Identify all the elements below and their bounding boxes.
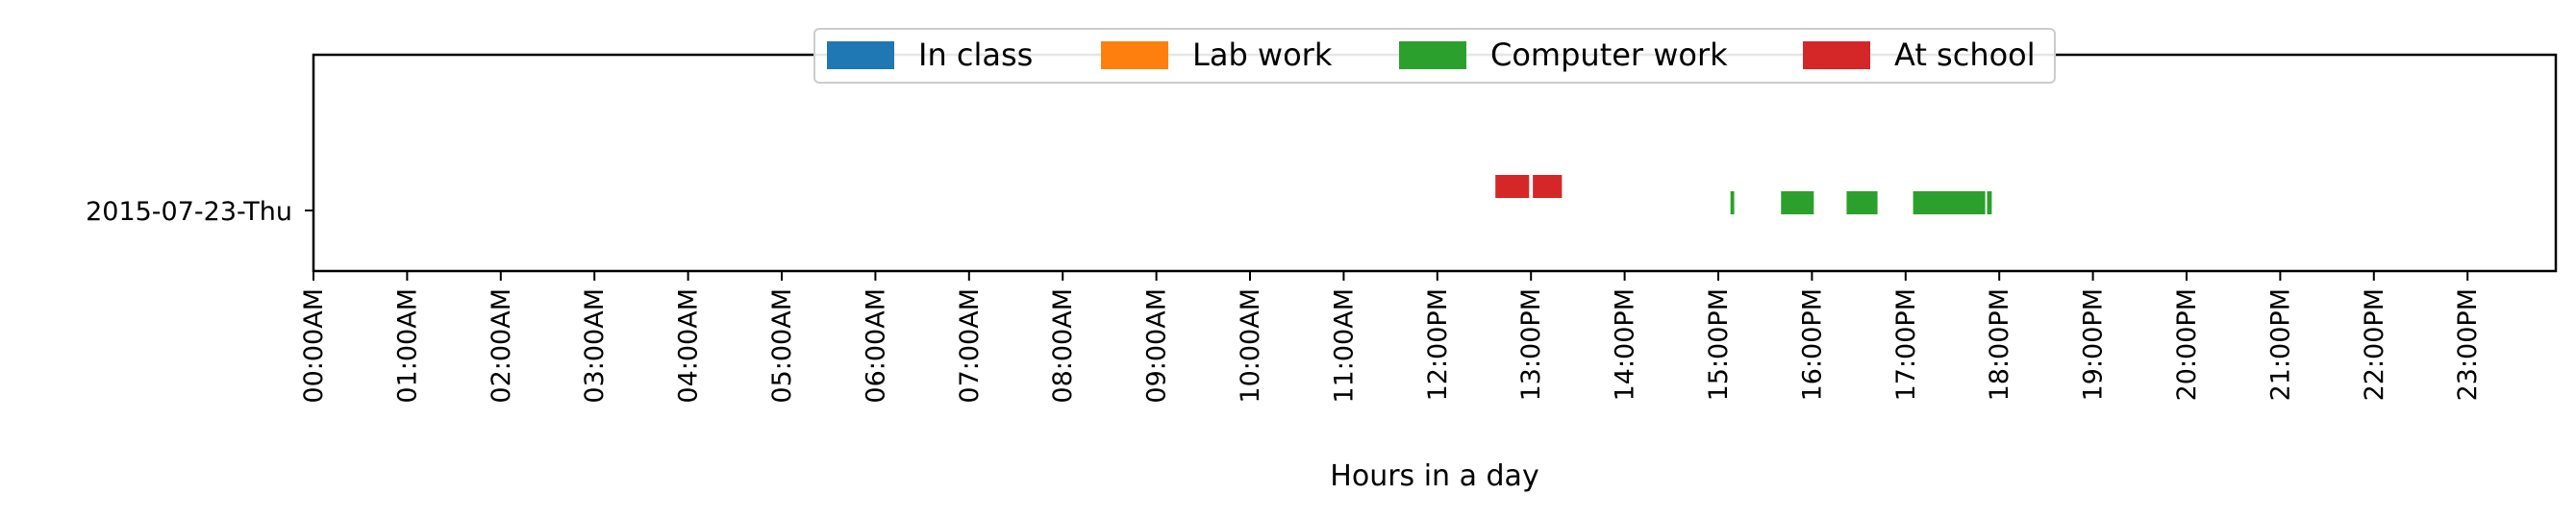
x-tick-label: 14:00PM bbox=[1611, 288, 1640, 401]
x-axis: 00:00AM 01:00AM 02:00AM 03:00AM 04:00AM 05:00… bbox=[299, 271, 2483, 404]
at-school-bar bbox=[1495, 175, 1530, 198]
legend-swatch-at-school bbox=[1803, 41, 1870, 69]
x-tick-label: 16:00PM bbox=[1797, 288, 1827, 401]
x-axis-label: Hours in a day bbox=[1330, 459, 1538, 493]
x-tick-label: 12:00PM bbox=[1423, 288, 1453, 401]
legend-swatch-lab-work bbox=[1101, 41, 1168, 69]
at-school-bar bbox=[1533, 175, 1563, 198]
x-tick-label: 21:00PM bbox=[2265, 288, 2295, 401]
x-tick-label: 19:00PM bbox=[2079, 288, 2109, 401]
x-tick-label: 01:00AM bbox=[392, 288, 422, 404]
computer-work-bar bbox=[1730, 191, 1735, 214]
x-tick-label: 00:00AM bbox=[299, 288, 329, 404]
legend-label-lab-work: Lab work bbox=[1192, 37, 1333, 73]
legend-label-computer-work: Computer work bbox=[1490, 37, 1728, 73]
computer-work-bar bbox=[1913, 191, 1986, 214]
legend-swatch-in-class bbox=[827, 41, 894, 69]
x-tick-label: 10:00AM bbox=[1236, 288, 1265, 404]
x-tick-label: 07:00AM bbox=[955, 288, 985, 404]
y-tick-label: 2015-07-23-Thu bbox=[86, 197, 292, 227]
x-tick-label: 17:00PM bbox=[1891, 288, 1921, 401]
x-tick-label: 22:00PM bbox=[2360, 288, 2389, 401]
x-tick-label: 15:00PM bbox=[1704, 288, 1734, 401]
x-tick-label: 23:00PM bbox=[2453, 288, 2483, 401]
computer-work-bar bbox=[1781, 191, 1814, 214]
legend-label-in-class: In class bbox=[918, 37, 1033, 73]
x-tick-label: 18:00PM bbox=[1985, 288, 2014, 401]
x-tick-label: 06:00AM bbox=[861, 288, 890, 404]
x-tick-label: 13:00PM bbox=[1516, 288, 1546, 401]
x-tick-label: 08:00AM bbox=[1048, 288, 1078, 404]
x-tick-label: 09:00AM bbox=[1142, 288, 1172, 404]
plot-area-frame bbox=[312, 53, 2558, 273]
computer-work-bar bbox=[1846, 191, 1878, 214]
x-tick-label: 02:00AM bbox=[487, 288, 516, 404]
x-tick-label: 05:00AM bbox=[767, 288, 797, 404]
legend-swatch-computer-work bbox=[1399, 41, 1466, 69]
x-tick-label: 20:00PM bbox=[2172, 288, 2202, 401]
x-tick-label: 04:00AM bbox=[674, 288, 704, 404]
computer-work-bar bbox=[1987, 191, 1992, 214]
chart-marks bbox=[1495, 175, 1992, 214]
legend: In class Lab work Computer work At school bbox=[813, 28, 2056, 84]
legend-label-at-school: At school bbox=[1894, 37, 2036, 73]
x-tick-label: 11:00AM bbox=[1329, 288, 1359, 404]
x-tick-label: 03:00AM bbox=[580, 288, 610, 404]
y-axis: 2015-07-23-Thu bbox=[86, 197, 313, 227]
